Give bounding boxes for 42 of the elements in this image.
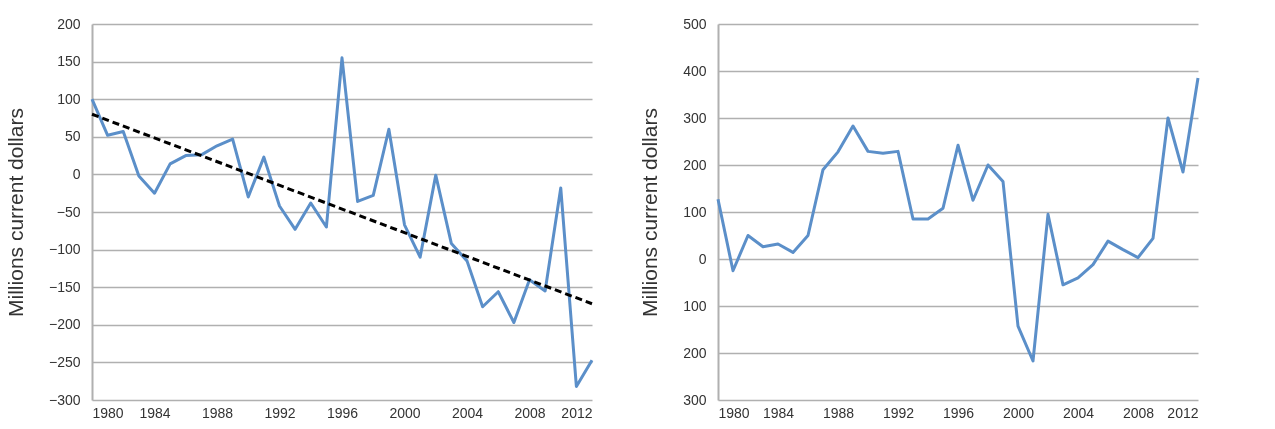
x-tick-label: 1980 [718,404,750,421]
y-tick-label: 100 [57,90,81,107]
x-tick-label: 1984 [762,404,795,421]
y-tick-label: 0 [72,165,81,182]
x-tick-label: 1980 [92,404,124,421]
y-tick-label: 200 [683,156,707,173]
y-tick-label: 400 [683,62,707,79]
x-tick-label: 1996 [942,404,975,421]
y-tick-label: 50 [64,128,81,145]
y-tick-label: −100 [48,241,81,258]
y-axis-title: Millions current dollars [638,108,662,317]
y-tick-label: −50 [56,203,81,220]
y-tick-label: 500 [683,15,707,32]
y-tick-label: −300 [48,391,81,408]
y-tick-label: −150 [48,278,81,295]
x-tick-label: 2008 [1122,404,1155,421]
x-tick-label: 2012 [561,404,593,421]
y-tick-label: 300 [683,391,707,408]
x-tick-label: 2000 [1002,404,1035,421]
x-tick-label: 2004 [1062,404,1095,421]
x-tick-label: 2012 [1167,404,1199,421]
x-tick-label: 1992 [264,404,296,421]
line-series [90,56,594,388]
x-tick-label: 2008 [514,404,546,421]
y-tick-label: −200 [48,316,81,333]
y-tick-label: 0 [698,250,707,267]
y-tick-label: 200 [683,344,707,361]
x-tick-label: 2004 [451,404,484,421]
x-tick-label: 1988 [201,404,234,421]
y-tick-label: 150 [57,53,81,70]
y-tick-label: 300 [683,109,707,126]
x-tick-label: 2000 [389,404,421,421]
y-tick-label: −250 [48,353,81,370]
y-tick-label: 100 [683,203,707,220]
x-tick-label: 1988 [822,404,855,421]
line-series [716,76,1200,363]
y-axis-title: Millions current dollars [3,108,27,317]
x-tick-label: 1984 [139,404,171,421]
x-tick-label: 1992 [882,404,915,421]
y-tick-label: 100 [683,297,707,314]
y-tick-label: 200 [57,15,81,32]
x-tick-label: 1996 [326,404,359,421]
